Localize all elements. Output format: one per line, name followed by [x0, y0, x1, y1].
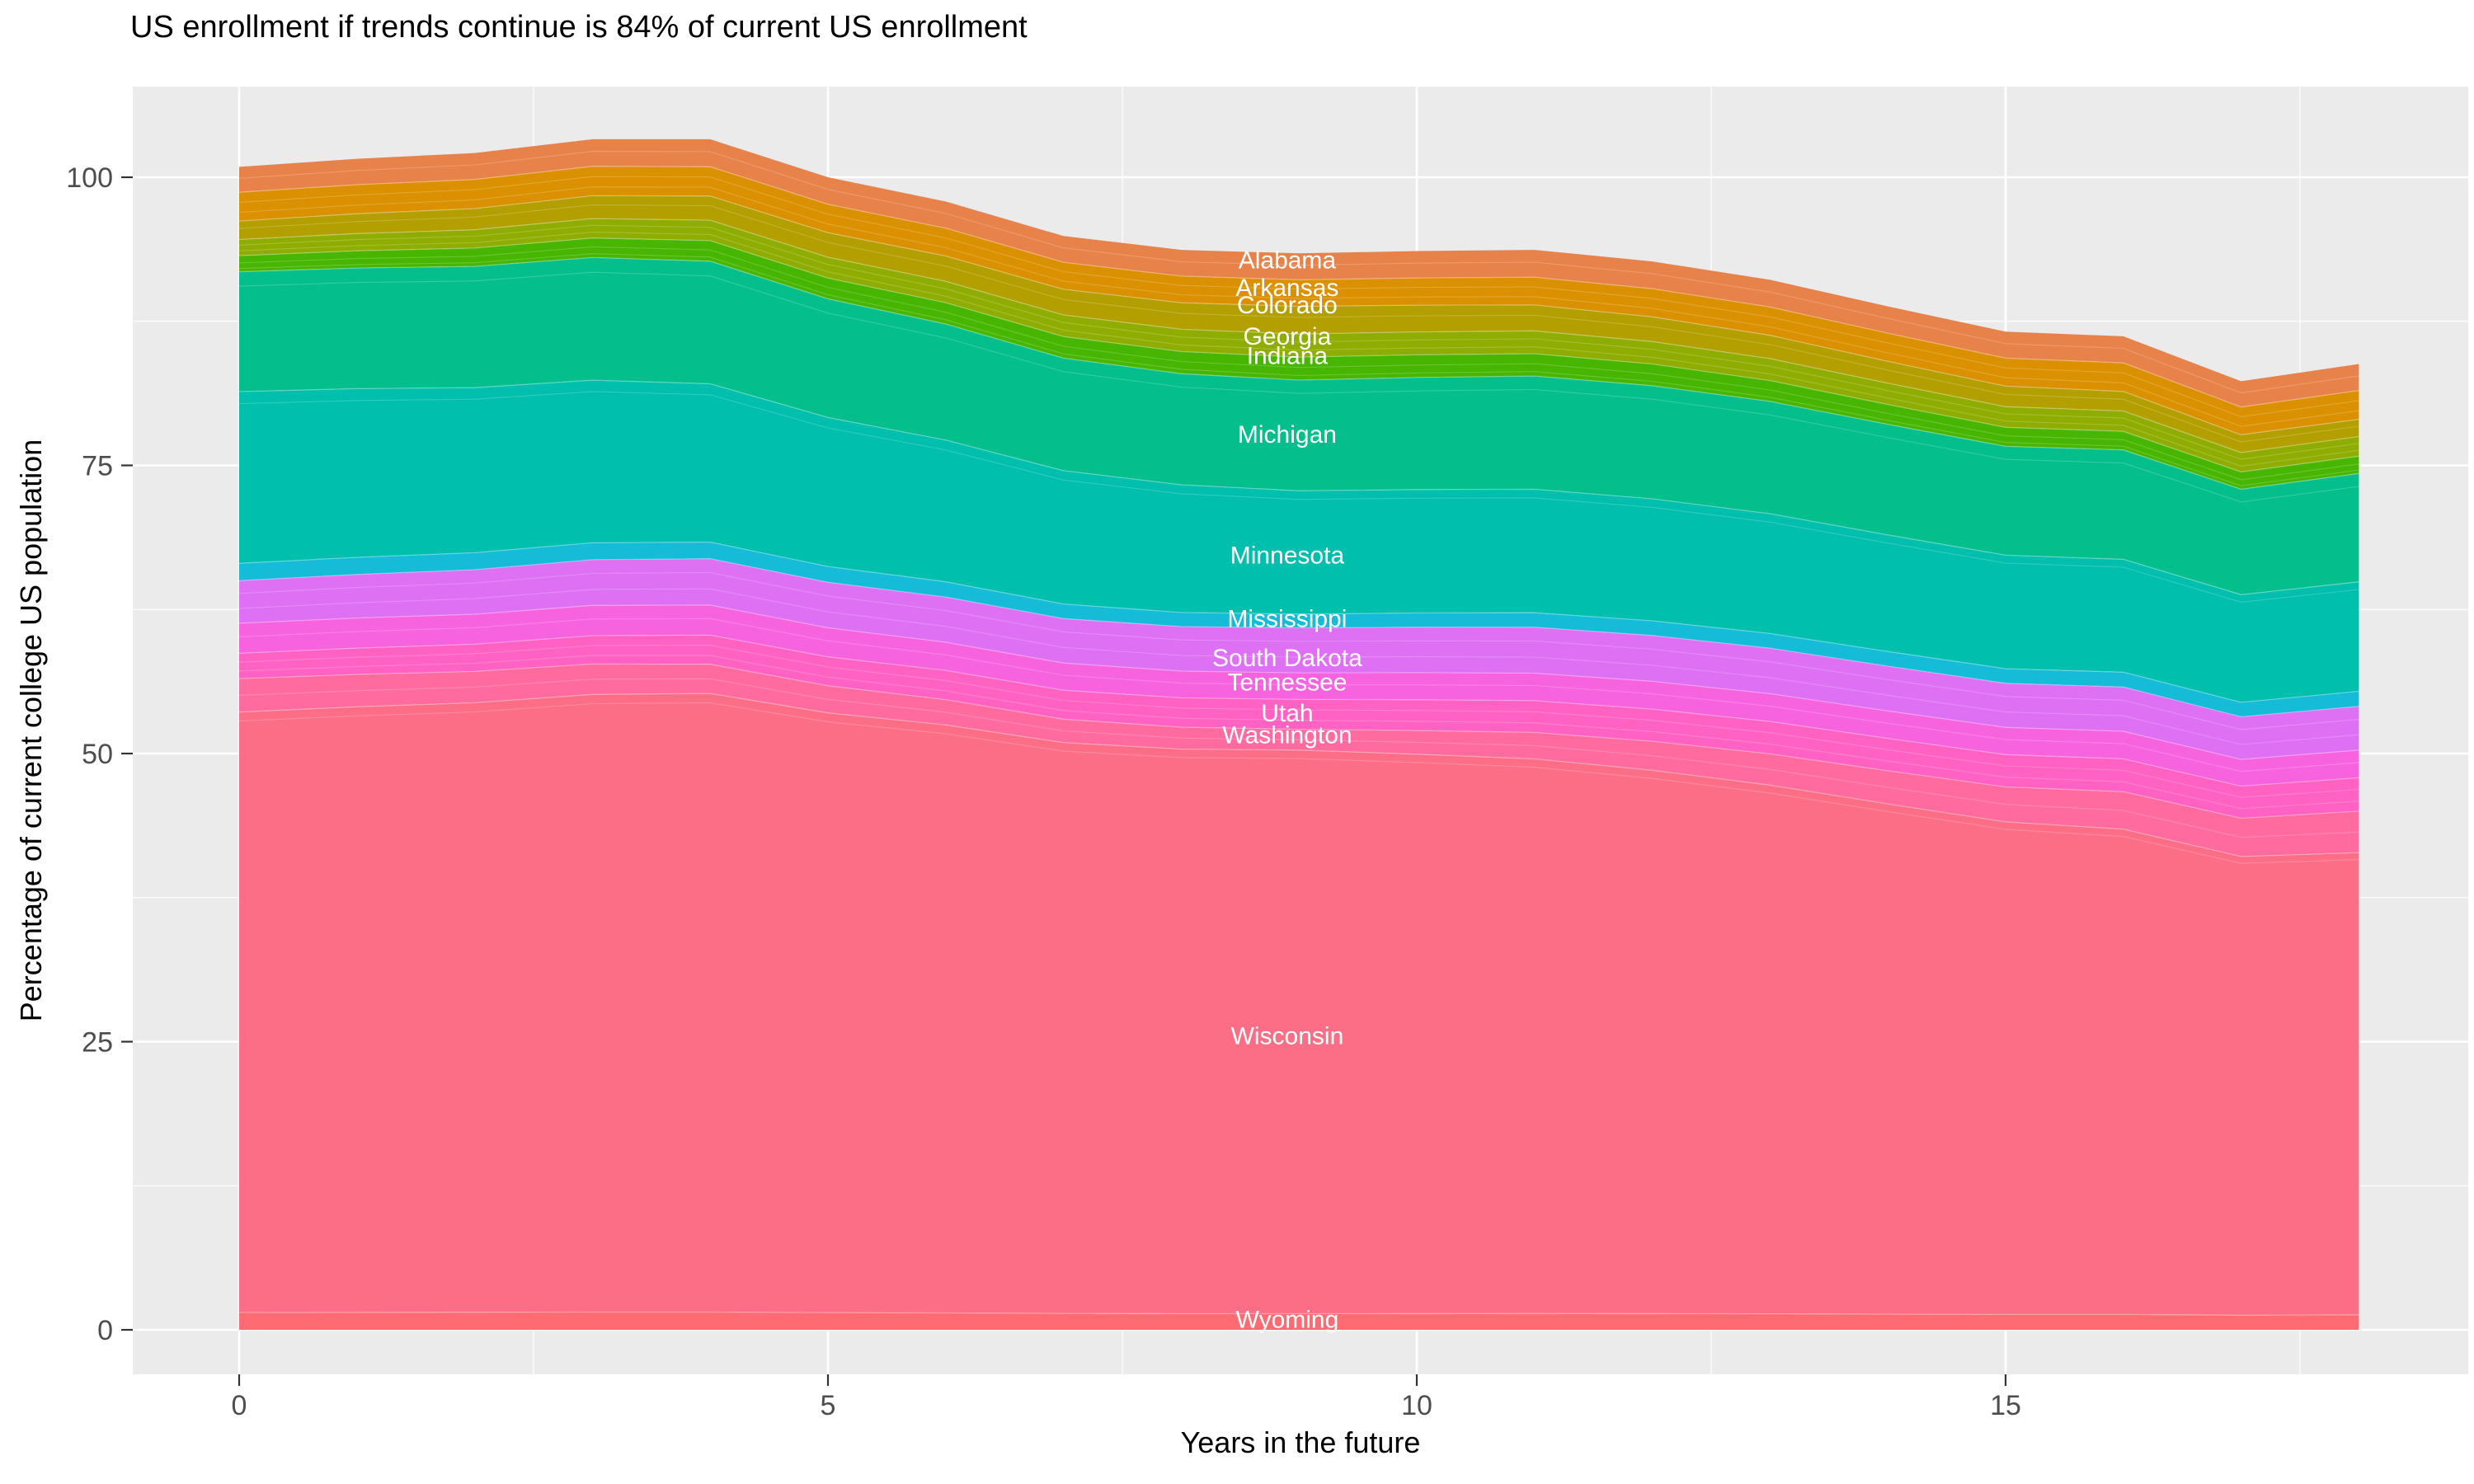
area-band-washington: [239, 664, 2359, 857]
band-boundary: [238, 541, 2359, 703]
band-label-utah: Utah: [1261, 700, 1313, 727]
band-subline: [238, 224, 2359, 460]
band-boundary: [238, 663, 2359, 819]
area-band-wyoming: [239, 1312, 2359, 1330]
band-subline: [238, 232, 2359, 467]
y-tick-label: 75: [82, 451, 113, 482]
band-label-wyoming: Wyoming: [1236, 1306, 1339, 1333]
area-band-georgia: [239, 218, 2359, 472]
band-boundary: [238, 256, 2359, 491]
band-label-indiana: Indiana: [1247, 343, 1329, 370]
band-boundary: [238, 604, 2359, 760]
band-boundary: [238, 195, 2359, 435]
band-subline: [238, 176, 2359, 417]
band-label-georgia: Georgia: [1244, 323, 1332, 350]
chart-title: US enrollment if trends continue is 84% …: [130, 10, 1028, 45]
x-tick-label: 15: [1990, 1390, 2021, 1421]
area-band-arkansas: [239, 166, 2359, 435]
x-tick-label: 0: [232, 1390, 247, 1421]
band-label-michigan: Michigan: [1238, 421, 1337, 448]
band-subline: [238, 271, 2359, 503]
y-tick-label: 100: [66, 162, 113, 194]
band-subline: [238, 391, 2359, 603]
band-subline: [238, 151, 2359, 394]
band-subline: [238, 246, 2359, 481]
band-boundary: [238, 634, 2359, 787]
band-subline: [238, 618, 2359, 773]
band-boundary: [238, 218, 2359, 453]
x-tick-label: 10: [1401, 1390, 1432, 1421]
y-axis-title: Percentage of current college US populat…: [14, 439, 48, 1022]
band-subline: [238, 253, 2359, 486]
band-label-arkansas: Arkansas: [1235, 275, 1338, 302]
area-band-mississippi: [239, 542, 2359, 717]
band-subline: [238, 571, 2359, 730]
band-subline: [238, 588, 2359, 745]
area-band-alabama: [239, 139, 2359, 407]
band-boundary: [238, 379, 2359, 595]
band-label-colorado: Colorado: [1237, 292, 1338, 319]
band-boundary: [238, 166, 2359, 408]
area-band-minnesota: [239, 380, 2359, 702]
x-tick-label: 5: [821, 1390, 836, 1421]
band-label-tennessee: Tennessee: [1227, 669, 1347, 696]
area-band-wisconsin: [239, 693, 2359, 1316]
band-label-mississippi: Mississippi: [1227, 605, 1347, 632]
band-subline: [238, 655, 2359, 810]
band-subline: [238, 678, 2359, 838]
area-band-indiana: [239, 237, 2359, 490]
band-subline: [238, 186, 2359, 427]
area-band-tennessee: [239, 604, 2359, 787]
band-boundary: [238, 1311, 2359, 1316]
band-label-minnesota: Minnesota: [1230, 542, 1345, 570]
area-band-utah: [239, 635, 2359, 819]
y-tick-label: 50: [82, 739, 113, 770]
band-subline: [238, 645, 2359, 798]
band-label-washington: Washington: [1222, 722, 1352, 749]
y-tick-label: 25: [82, 1027, 113, 1059]
area-band-michigan: [239, 257, 2359, 595]
area-band-south-dakota: [239, 558, 2359, 760]
area-band-colorado: [239, 195, 2359, 453]
band-label-alabama: Alabama: [1239, 247, 1337, 275]
band-boundary: [238, 237, 2359, 473]
band-subline: [238, 702, 2359, 864]
y-tick-label: 0: [97, 1315, 113, 1346]
band-label-wisconsin: Wisconsin: [1231, 1023, 1344, 1050]
band-label-south-dakota: South Dakota: [1212, 645, 1362, 672]
band-boundary: [238, 693, 2359, 857]
x-axis-title: Years in the future: [1180, 1425, 1421, 1459]
band-subline: [238, 204, 2359, 443]
band-boundary: [238, 558, 2359, 718]
